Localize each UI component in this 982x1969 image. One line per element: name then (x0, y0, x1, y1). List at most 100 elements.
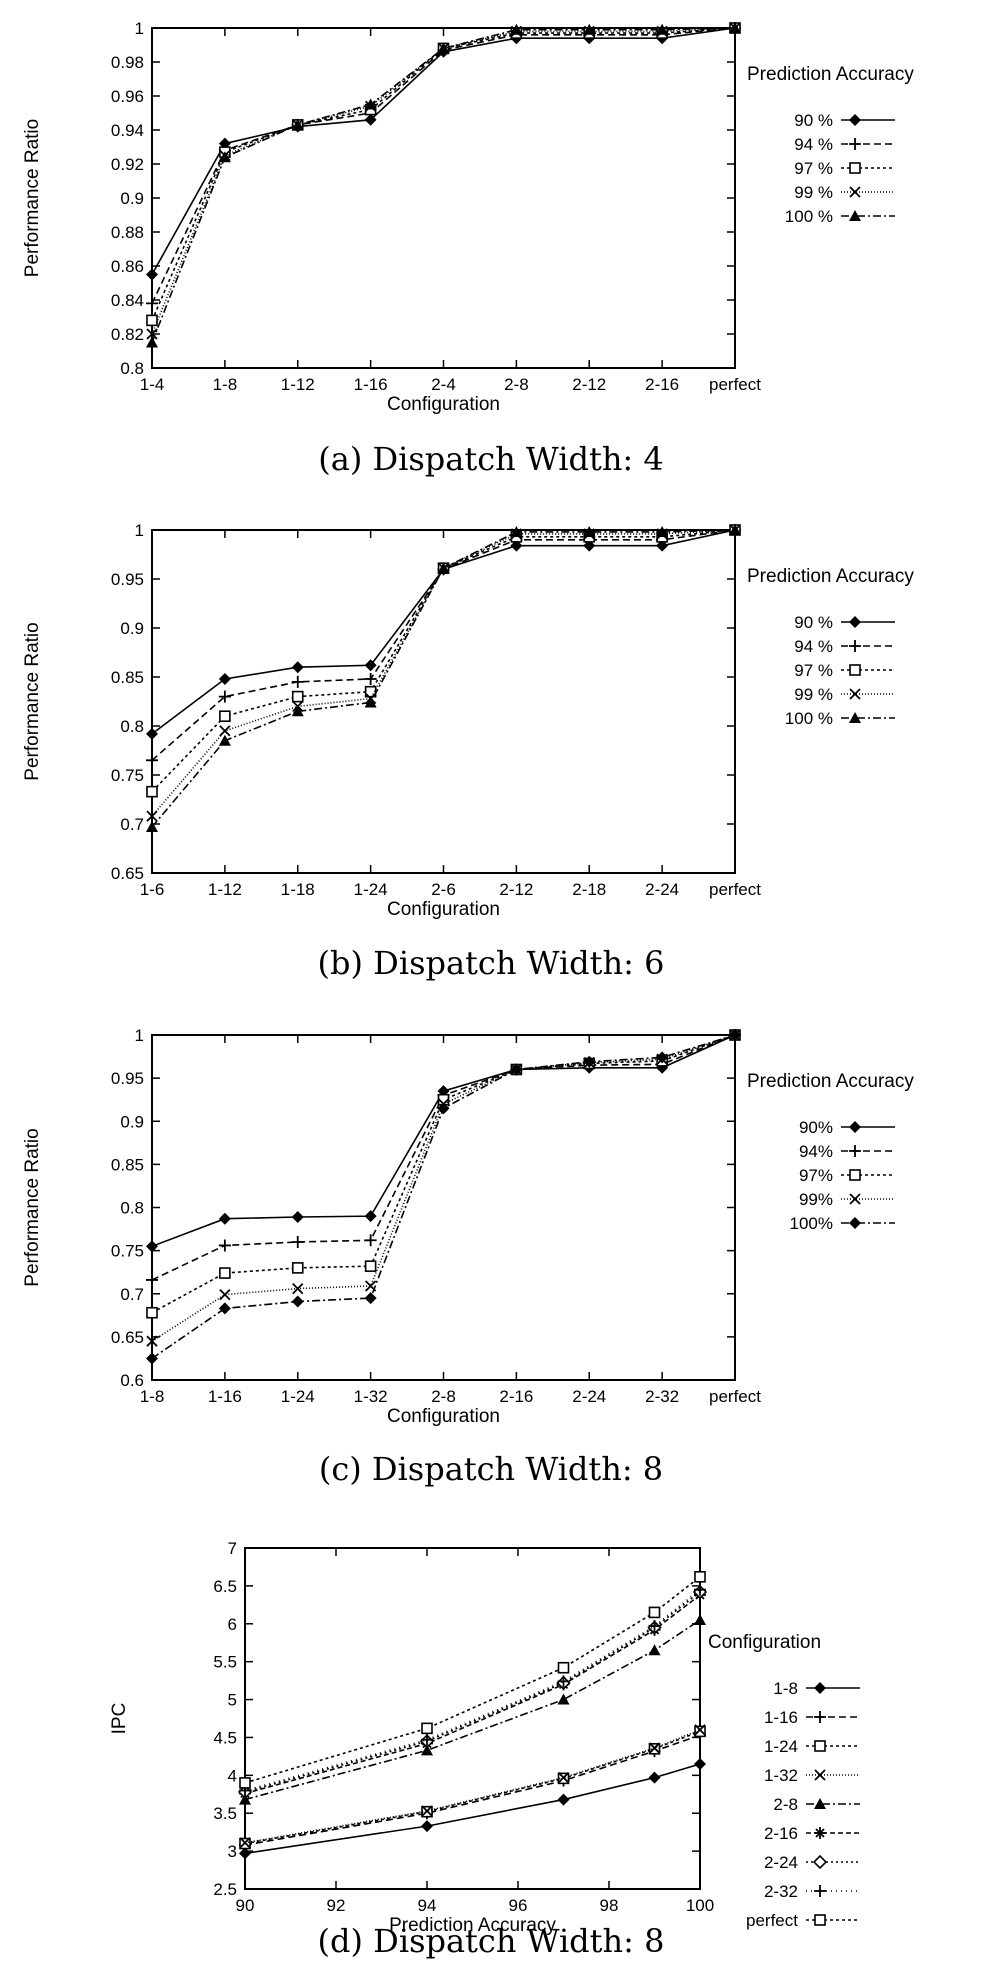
y-tick-label: 0.82 (111, 325, 144, 344)
legend-label: 97 % (794, 661, 833, 680)
data-point (648, 1644, 661, 1656)
x-tick-label: 1-6 (140, 880, 165, 899)
x-tick-label: 1-8 (213, 375, 238, 394)
legend-swatch-marker (849, 1193, 861, 1205)
plot-frame (244, 1547, 701, 1890)
legend-label: 1-32 (764, 1766, 798, 1785)
y-tick-label: 0.8 (120, 717, 144, 736)
series-line (151, 1034, 736, 1342)
legend-label: 94 % (794, 637, 833, 656)
data-point (219, 1267, 231, 1279)
legend-swatch-marker (849, 162, 861, 174)
x-tick-label: 2-18 (572, 880, 606, 899)
legend-title: Prediction Accuracy (747, 64, 914, 85)
legend-label: 90 % (794, 111, 833, 130)
data-point (656, 1051, 669, 1064)
chart-1: 0.8 0.82 0.84 0.86 0.88 0.9 0.92 0.94 0.96 0.98 1 1… (22, 19, 914, 478)
data-point (146, 754, 158, 767)
data-point (291, 1236, 304, 1248)
y-tick-label: 0.95 (111, 1069, 144, 1088)
y-tick-label: 0.6 (120, 1371, 144, 1390)
data-point (364, 659, 377, 672)
y-tick-label: 0.7 (120, 815, 144, 834)
data-point (583, 23, 596, 35)
series-line (151, 27, 736, 321)
data-point (421, 1805, 433, 1817)
y-tick-label: 0.84 (111, 291, 144, 310)
data-point (218, 151, 231, 163)
legend-swatch-marker (812, 1854, 828, 1870)
legend-label: 2-32 (764, 1882, 798, 1901)
y-tick-label: 1 (135, 521, 144, 540)
data-point (146, 297, 158, 310)
y-tick-label: 0.92 (111, 155, 144, 174)
y-tick-label: 0.9 (120, 1112, 144, 1131)
y-tick-label: 4.5 (213, 1728, 237, 1747)
chart-caption: (c) Dispatch Width: 8 (319, 1450, 663, 1488)
legend-swatch-marker (849, 186, 861, 198)
data-point (291, 690, 304, 703)
legend-label: 2-24 (764, 1853, 798, 1872)
data-point (510, 23, 523, 35)
x-tick-label: 1-16 (354, 375, 388, 394)
y-tick-label: 5.5 (213, 1653, 237, 1672)
legend-swatch-marker (849, 1145, 861, 1157)
legend-swatch-marker (849, 138, 861, 150)
data-point (291, 1262, 304, 1274)
legend-swatch-marker (849, 210, 861, 221)
legend-swatch-marker (814, 1682, 826, 1694)
y-tick-label: 0.9 (120, 619, 144, 638)
data-point (648, 1771, 661, 1784)
legend-label: 1-24 (764, 1737, 798, 1756)
legend-label: 90% (799, 1118, 833, 1137)
data-point (656, 525, 669, 537)
plot-frame (151, 27, 736, 369)
data-point (292, 1282, 304, 1295)
data-point (291, 1210, 304, 1223)
legend-label: 97 % (794, 159, 833, 178)
data-point (146, 336, 158, 348)
legend-swatch-marker (814, 1827, 826, 1839)
chart-caption: (b) Dispatch Width: 6 (318, 944, 665, 982)
x-tick-label: 96 (509, 1896, 528, 1915)
data-point (729, 1029, 741, 1041)
data-point (557, 1771, 570, 1784)
series-line (244, 1576, 701, 1784)
data-point (421, 1722, 433, 1735)
data-point (557, 1675, 570, 1688)
data-point (557, 1661, 570, 1674)
x-axis-label: Prediction Accuracy (389, 1915, 556, 1936)
series-line (151, 529, 736, 735)
data-point (146, 820, 158, 832)
series-line (244, 1594, 701, 1795)
x-tick-label: 2-12 (499, 880, 533, 899)
data-point (146, 268, 158, 281)
data-point (219, 1288, 231, 1301)
x-tick-label: 2-16 (645, 375, 679, 394)
data-point (219, 725, 231, 737)
data-point (364, 1210, 377, 1223)
data-point (146, 785, 158, 798)
x-tick-label: 2-4 (431, 375, 456, 394)
y-tick-label: 0.8 (120, 359, 144, 378)
y-tick-label: 2.5 (213, 1880, 237, 1899)
x-tick-label: 92 (327, 1896, 346, 1915)
legend-swatch-marker (814, 1711, 826, 1723)
x-tick-label: 98 (600, 1896, 619, 1915)
data-point (291, 675, 304, 688)
data-point (437, 1102, 450, 1115)
series-line (151, 27, 736, 335)
series-line (151, 1034, 736, 1360)
legend-swatch-marker (814, 1914, 826, 1926)
series-line (151, 27, 736, 304)
x-tick-label: 94 (418, 1896, 437, 1915)
data-point (146, 1240, 158, 1253)
x-tick-label: 1-12 (281, 375, 315, 394)
chart-4: 2.5 3 3.5 4 4.5 5 5.5 6 6.5 7 90 92 94 96 98 100 Predict… (109, 1539, 860, 1960)
data-point (729, 22, 741, 33)
series-line (151, 1034, 736, 1314)
series-line (244, 1734, 701, 1846)
data-point (146, 727, 158, 740)
series-line (151, 1034, 736, 1281)
legend-swatch-marker (814, 1885, 826, 1897)
